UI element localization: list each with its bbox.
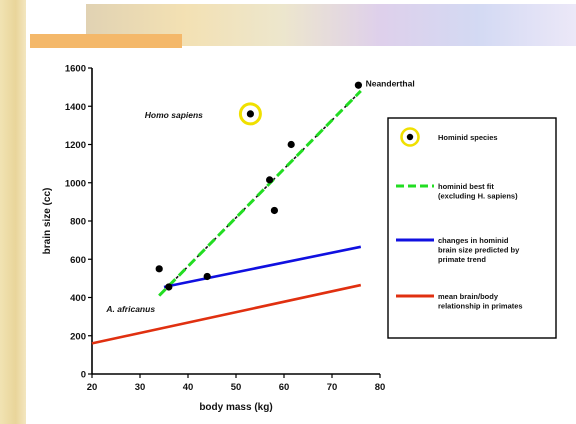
legend-text: brain size predicted by [438,246,520,255]
legend-text: relationship in primates [438,302,523,311]
x-axis-label: body mass (kg) [199,402,272,413]
x-tick-label: 70 [327,382,338,393]
hominid-point [270,206,278,215]
legend-text: (excluding H. sapiens) [438,192,518,201]
decorative-banner-left [0,0,26,424]
x-tick-label: 80 [375,382,386,393]
y-tick-label: 1200 [65,140,86,151]
y-tick-label: 1600 [65,64,86,75]
legend-text: mean brain/body [438,292,499,301]
x-tick-label: 20 [87,382,98,393]
chart-legend: Hominid species hominid best fit(excludin… [387,117,557,339]
legend-text: changes in hominid [438,236,509,245]
y-tick-label: 600 [70,255,86,266]
chart-ticks: 0 200 400 600 800 1000 1200 1400 1600 20 30 40 50 60 7… [65,64,385,394]
predicted-trend-line [163,245,362,289]
hominid-point [287,140,295,149]
y-tick-label: 200 [70,331,86,342]
homo-sapiens-highlight-ring [238,102,262,126]
chart-lines [91,89,362,345]
annotation-label: Homo sapiens [145,110,203,120]
hominid-point [354,81,362,89]
legend-text: Hominid species [438,133,498,142]
hominid-point [165,283,173,291]
legend-text: hominid best fit [438,182,494,191]
legend-highlight-ring [400,127,420,147]
annotation-label: A. africanus [105,304,155,314]
hominid-point [203,272,211,281]
y-axis-label: brain size (cc) [42,188,53,255]
legend-box [387,117,557,339]
homo-sapiens-point [246,110,254,118]
hominid-point [266,176,274,184]
best-fit-line [158,89,362,297]
hominid-point [155,265,163,273]
x-tick-label: 60 [279,382,290,393]
y-tick-label: 800 [70,217,86,228]
x-tick-label: 30 [135,382,146,393]
legend-text: primate trend [438,255,486,264]
chart-points [155,81,362,291]
y-tick-label: 0 [81,370,86,381]
y-tick-label: 1400 [65,102,86,113]
x-tick-label: 50 [231,382,242,393]
legend-marker [406,133,414,141]
chart-annotations: Neanderthal Homo sapiens A. africanus [105,78,414,314]
y-tick-label: 400 [70,293,86,304]
decorative-accent-bar [30,34,182,48]
chart-axes: body mass (kg) brain size (cc) [42,68,380,413]
x-tick-label: 40 [183,382,194,393]
primate-mean-line [91,283,362,345]
y-tick-label: 1000 [65,178,86,189]
annotation-label: Neanderthal [366,78,415,88]
